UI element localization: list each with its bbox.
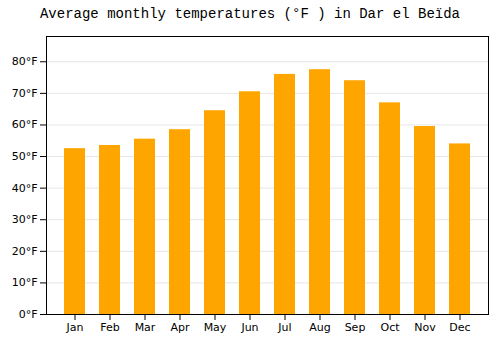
html-text:Average monthly temperatures (: Average monthly temperatures (°F ) in Da… — [40, 6, 460, 22]
svg-text:50°F: 50°F — [12, 150, 38, 163]
svg-text:Oct: Oct — [380, 321, 400, 334]
svg-text:30°F: 30°F — [12, 213, 38, 226]
svg-text:Jul: Jul — [277, 321, 291, 334]
svg-text:Dec: Dec — [449, 321, 470, 334]
svg-text:Apr: Apr — [170, 321, 190, 334]
svg-text:20°F: 20°F — [12, 245, 38, 258]
svg-text:10°F: 10°F — [12, 276, 38, 289]
svg-text:Feb: Feb — [100, 321, 119, 334]
svg-text:Jan: Jan — [66, 321, 84, 334]
svg-text:80°F: 80°F — [12, 55, 38, 68]
svg-text:Aug: Aug — [309, 321, 330, 334]
svg-text:Nov: Nov — [414, 321, 436, 334]
svg-text:Sep: Sep — [345, 321, 366, 334]
svg-text:May: May — [204, 321, 227, 334]
svg-text:40°F: 40°F — [12, 182, 38, 195]
svg-text:70°F: 70°F — [12, 87, 38, 100]
svg-text:60°F: 60°F — [12, 118, 38, 131]
svg-text:Jun: Jun — [240, 321, 258, 334]
svg-text:Mar: Mar — [135, 321, 156, 334]
svg-text:0°F: 0°F — [19, 308, 38, 321]
